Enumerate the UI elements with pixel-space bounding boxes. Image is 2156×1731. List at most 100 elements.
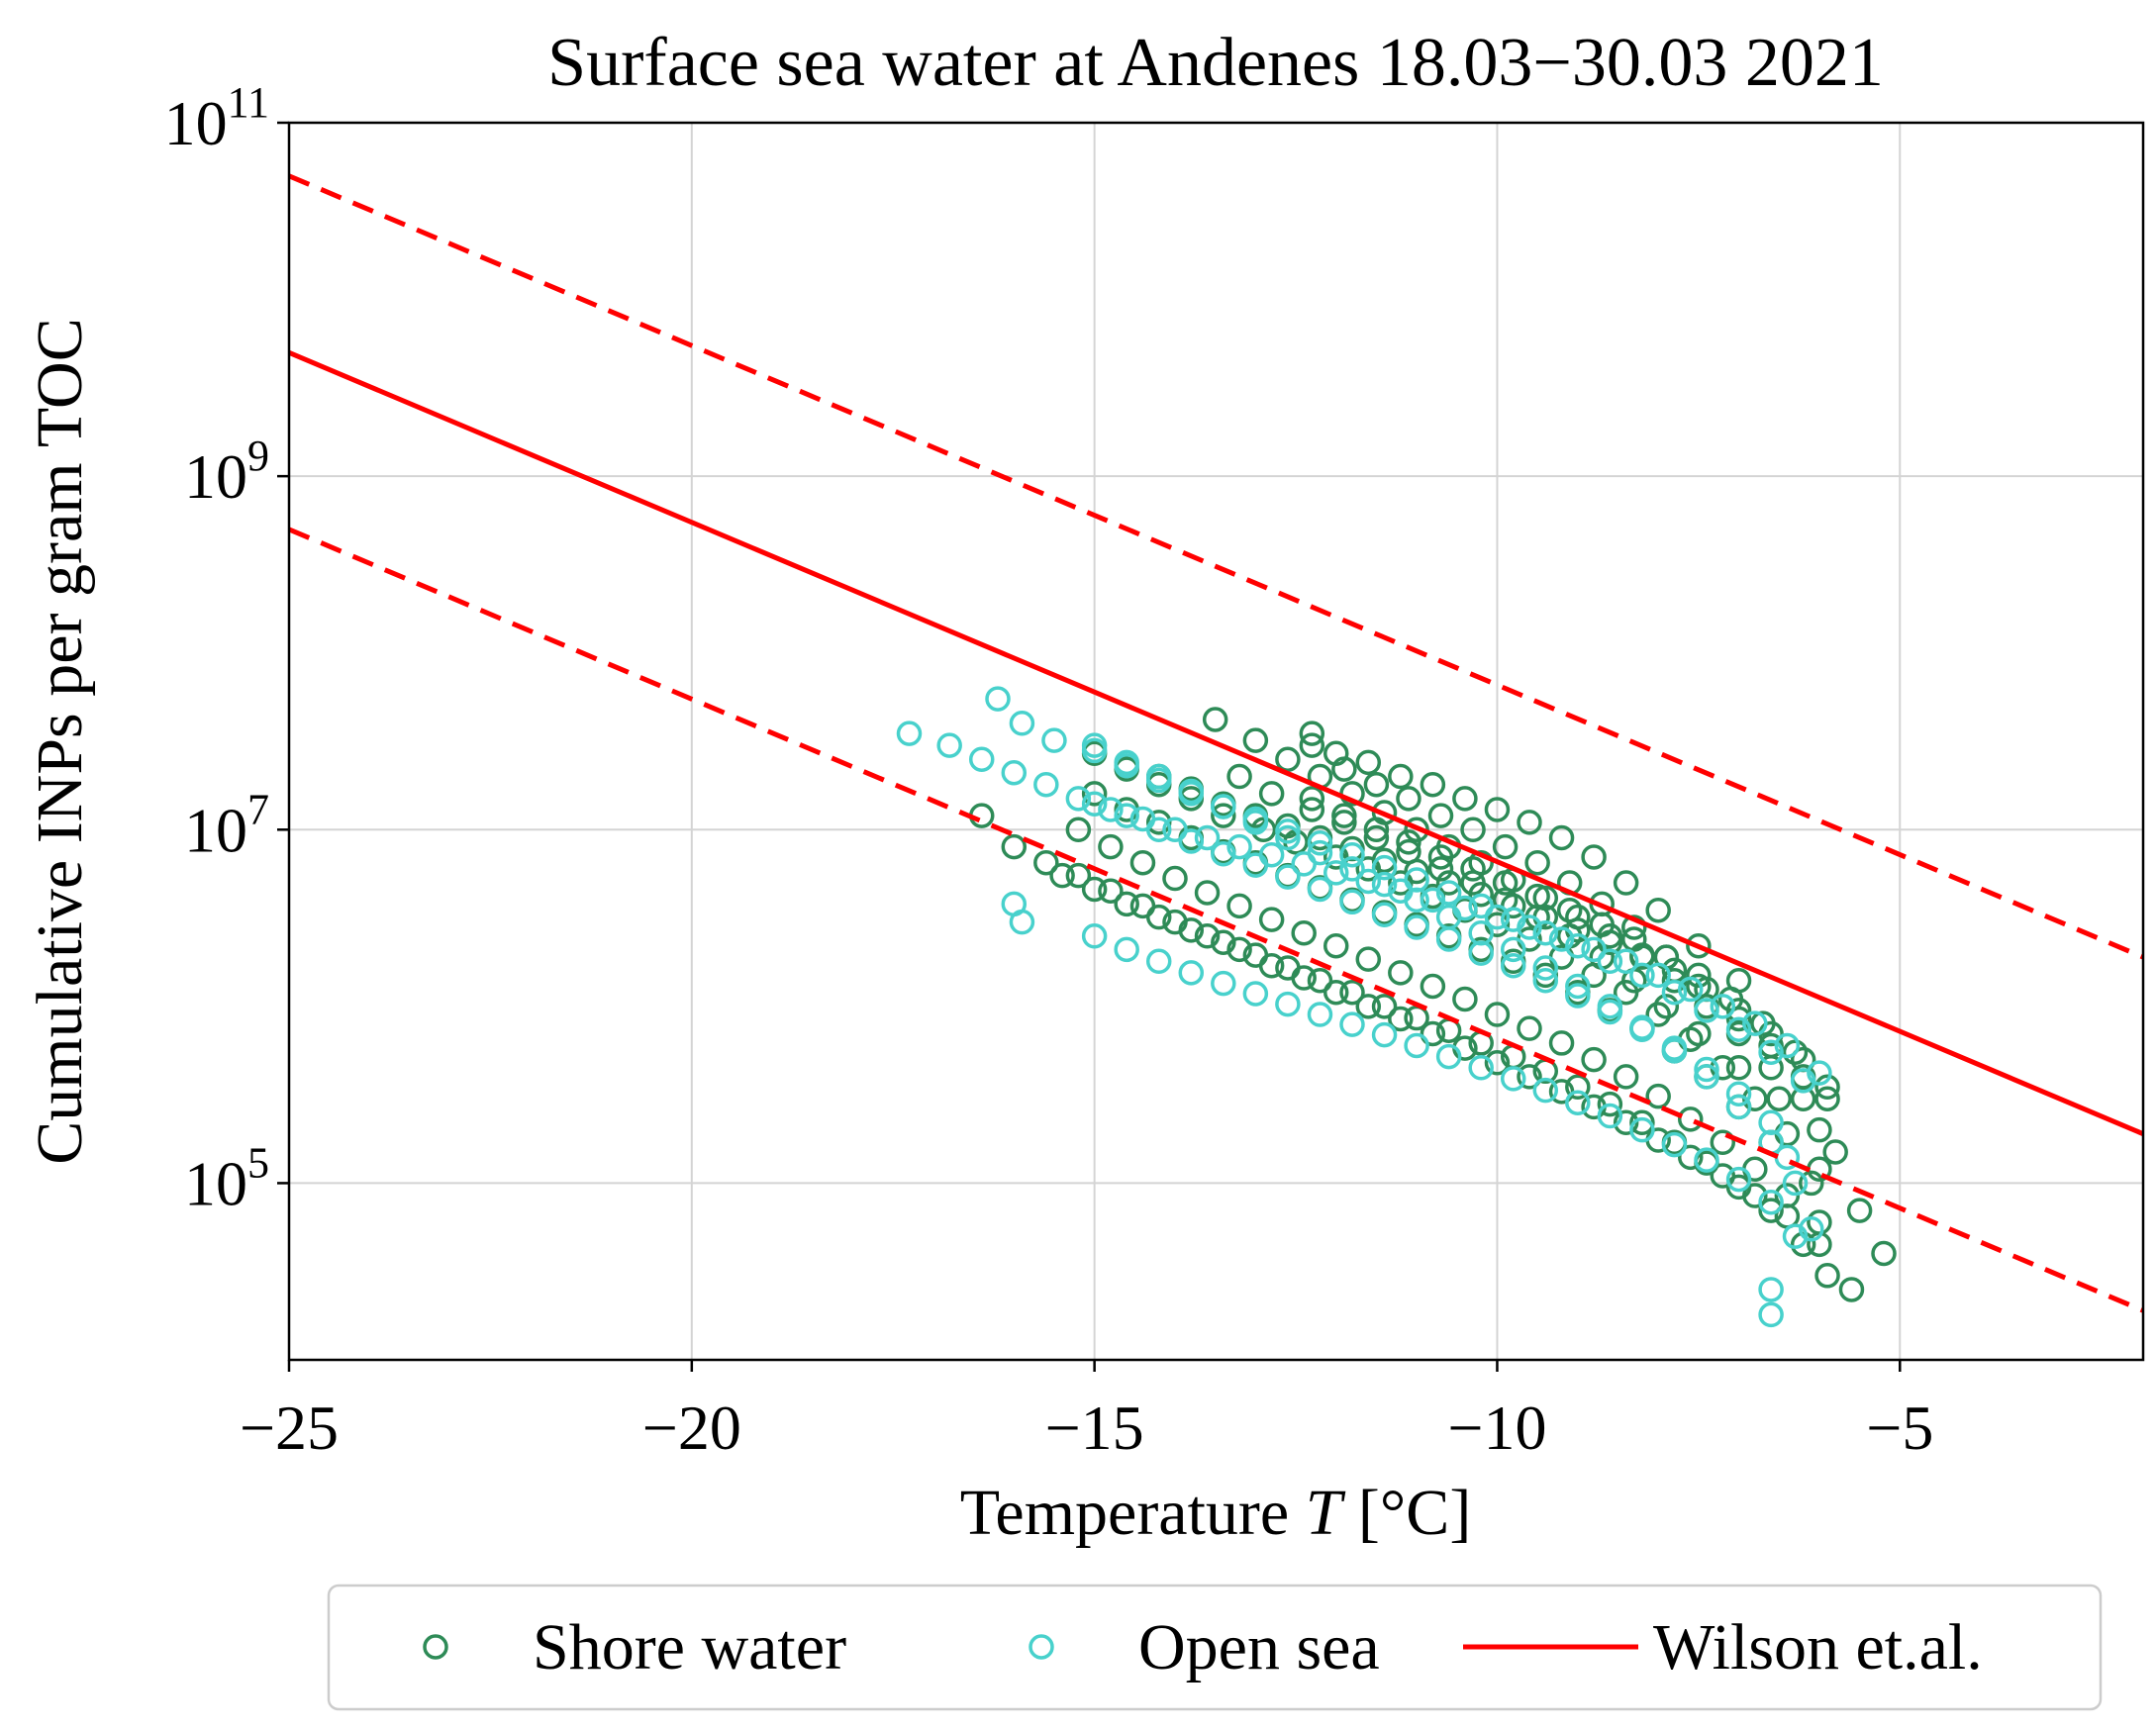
y-tick-label: 107 [184, 785, 269, 865]
wilson-bound-dashed-line [289, 173, 2143, 960]
shore-water-point [1420, 1020, 1446, 1047]
open-sea-point [1145, 817, 1172, 843]
shore-water-point [1081, 781, 1108, 807]
x-tick-label: −25 [240, 1393, 339, 1463]
legend-frame [327, 1584, 2103, 1711]
shore-water-point [1202, 707, 1228, 732]
open-sea-point [1468, 1055, 1494, 1081]
open-sea-point [1371, 854, 1398, 881]
shore-water-point [1420, 973, 1446, 1000]
shore-water-point [1460, 817, 1486, 843]
shore-water-point [1581, 844, 1607, 870]
shore-water-point [1799, 1170, 1824, 1197]
open-sea-point [985, 686, 1011, 712]
shore-water-point [1427, 856, 1454, 882]
shore-water-point [1331, 810, 1357, 835]
shore-water-point [1621, 914, 1647, 940]
y-tick-exponent: 11 [228, 78, 269, 127]
shore-water-point [1371, 994, 1398, 1019]
open-sea-point [1597, 999, 1623, 1025]
y-tick-exponent: 7 [247, 785, 269, 833]
shore-water-point [1492, 833, 1519, 860]
open-sea-point [1307, 830, 1333, 856]
open-sea-point [1694, 1147, 1719, 1173]
open-sea-point [1033, 771, 1059, 798]
shore-water-point [1371, 847, 1398, 874]
shore-water-point [1339, 979, 1365, 1006]
open-sea-point [1420, 887, 1446, 914]
shore-water-point [1686, 932, 1712, 959]
x-tick-label: −5 [1866, 1393, 1933, 1463]
shore-water-point [1307, 968, 1333, 994]
shore-water-point [1049, 862, 1075, 889]
open-sea-point [1548, 926, 1575, 952]
open-sea-point [1532, 920, 1559, 946]
open-sea-point [1242, 810, 1269, 835]
legend-marker-shore-water [423, 1634, 448, 1660]
open-sea-point [1323, 860, 1349, 886]
open-sea-point [1275, 824, 1301, 851]
shore-water-point [1517, 1015, 1542, 1041]
shore-water-point [1468, 881, 1494, 908]
shore-water-point [1145, 810, 1172, 835]
open-sea-point [1275, 991, 1301, 1017]
y-tick-label: 1011 [164, 78, 269, 158]
open-sea-point [1661, 979, 1688, 1006]
shore-water-point [1613, 979, 1639, 1006]
shore-water-point [1323, 979, 1349, 1006]
y-tick-label: 105 [184, 1138, 269, 1218]
shore-water-point [1629, 1109, 1655, 1136]
open-sea-point [1629, 962, 1655, 989]
shore-water-point [1211, 803, 1236, 828]
open-sea-point [1629, 1016, 1655, 1042]
shore-water-point [1404, 858, 1429, 885]
open-sea-point [1307, 876, 1333, 903]
y-tick-base: 10 [184, 441, 247, 512]
shore-water-point [1299, 732, 1325, 758]
open-sea-point [1694, 998, 1719, 1023]
chart-title: Surface sea water at Andenes 18.03−30.03… [547, 25, 1884, 101]
shore-water-point [1613, 1064, 1639, 1090]
open-sea-point [1178, 828, 1205, 854]
y-tick-base: 10 [184, 795, 247, 865]
shore-water-point [1517, 810, 1542, 835]
shore-water-point [1323, 932, 1349, 959]
shore-water-point [1645, 1002, 1671, 1027]
shore-water-point [1396, 829, 1421, 855]
shore-water-point [1645, 1083, 1671, 1109]
open-sea-point [1661, 1131, 1688, 1158]
shore-water-point [1226, 936, 1252, 963]
open-sea-point [1468, 893, 1494, 919]
shore-water-point [1299, 797, 1325, 822]
shore-water-point [1677, 1144, 1704, 1171]
open-sea-point [1799, 1216, 1824, 1242]
shore-water-point [1129, 849, 1156, 876]
open-sea-point [1371, 1021, 1398, 1048]
shore-water-point [1258, 952, 1285, 979]
y-axis-label: Cumulative INPs per gram TOC [24, 318, 96, 1165]
open-sea-point [1782, 1170, 1809, 1197]
shore-water-point [1814, 1263, 1840, 1289]
open-sea-point [1275, 818, 1301, 844]
open-sea-point [1307, 839, 1333, 866]
shore-water-point [1581, 1046, 1607, 1073]
shore-water-point [1597, 1091, 1623, 1117]
shore-water-point [1807, 1116, 1832, 1143]
legend-marker-open-sea [1029, 1634, 1054, 1660]
x-axis-ticks: −25 −20 −15 −10 −5 [240, 1360, 1933, 1463]
open-sea-point [1613, 948, 1639, 975]
shore-water-point [1331, 756, 1357, 782]
open-sea-point [1435, 926, 1462, 952]
open-sea-point [1500, 1066, 1526, 1092]
open-sea-point [1758, 1189, 1784, 1215]
open-sea-point [1581, 936, 1607, 963]
open-sea-point [1404, 914, 1429, 940]
shore-water-point [1524, 883, 1550, 910]
open-sea-point [1242, 981, 1269, 1007]
open-sea-point [1404, 1032, 1429, 1059]
shore-water-point [1846, 1198, 1873, 1223]
open-sea-point [1081, 732, 1108, 758]
open-sea-point [1114, 936, 1139, 963]
shore-water-point [1363, 824, 1390, 851]
shore-water-point [1484, 1050, 1511, 1076]
